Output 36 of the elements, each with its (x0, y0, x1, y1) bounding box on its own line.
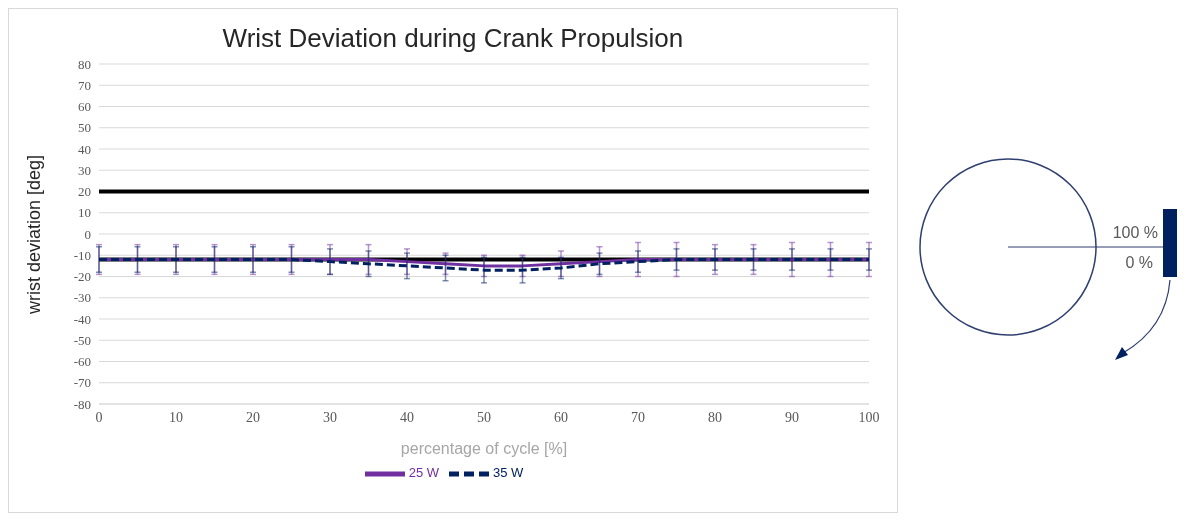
y-tick-label: -10 (73, 247, 91, 263)
line-series (99, 258, 869, 272)
y-tick-label: -80 (73, 396, 91, 412)
y-tick-label: -20 (73, 269, 91, 285)
y-tick-label: 30 (78, 162, 91, 178)
x-tick-label: 60 (554, 409, 568, 425)
x-tick-label: 30 (323, 409, 337, 425)
y-tick-label: 10 (78, 205, 91, 221)
y-tick-label: -70 (73, 375, 91, 391)
x-tick-label: 90 (785, 409, 799, 425)
y-tick-label: 70 (78, 77, 91, 93)
y-axis-title: wrist deviation [deg] (24, 154, 45, 315)
x-axis-title: percentage of cycle [%] (400, 440, 568, 457)
y-tick-label: 50 (78, 120, 91, 136)
x-tick-label: 40 (400, 409, 414, 425)
y-tick-label: 0 (84, 226, 91, 242)
legend-label: 35 W (493, 465, 524, 481)
y-tick-label: -50 (73, 332, 91, 348)
text: 0 % (1125, 254, 1153, 271)
y-tick-label: -60 (73, 354, 91, 370)
y-tick-label: -30 (73, 290, 91, 306)
y-tick-label: 20 (78, 184, 91, 200)
y-tick-label: -40 (73, 311, 91, 327)
y-tick-label: 40 (78, 141, 91, 157)
x-tick-label: 20 (246, 409, 260, 425)
chart-title: Wrist Deviation during Crank Propulsion (221, 23, 685, 54)
legend-label: 25 W (408, 465, 439, 481)
y-tick-label: 80 (78, 56, 91, 72)
x-tick-label: 70 (631, 409, 645, 425)
x-tick-label: 0 (95, 409, 103, 425)
y-tick-label: 60 (78, 99, 91, 115)
x-tick-label: 80 (708, 409, 722, 425)
x-tick-label: 100 (858, 409, 880, 425)
x-tick-label: 10 (169, 409, 183, 425)
x-tick-label: 50 (477, 409, 491, 425)
text: 100 % (1112, 224, 1158, 241)
